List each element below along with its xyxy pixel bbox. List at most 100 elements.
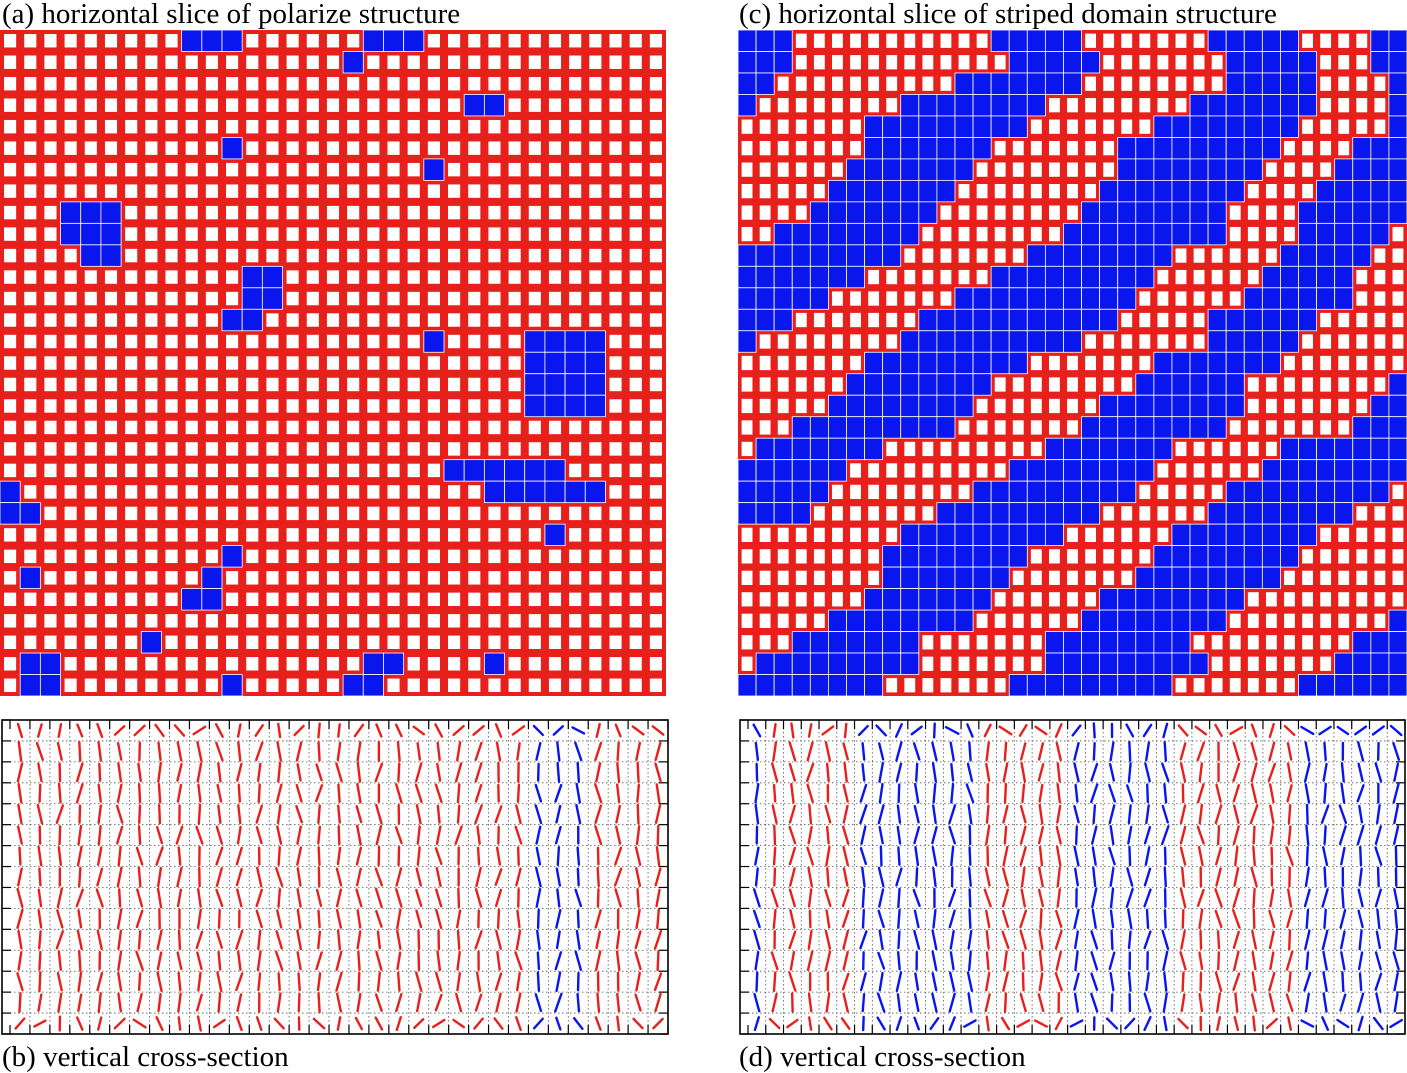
up-domain-cell bbox=[205, 506, 218, 521]
up-domain-cell bbox=[1374, 334, 1386, 349]
up-domain-cell bbox=[850, 570, 861, 585]
down-domain-cell bbox=[60, 201, 82, 224]
up-domain-cell bbox=[609, 227, 622, 241]
up-domain-cell bbox=[226, 635, 239, 649]
up-dipole bbox=[615, 950, 621, 972]
up-domain-cell bbox=[629, 313, 642, 327]
up-domain-cell bbox=[24, 399, 37, 413]
up-domain-cell bbox=[1085, 570, 1097, 585]
up-domain-cell bbox=[367, 635, 380, 649]
up-dipole bbox=[475, 971, 482, 992]
down-domain-cell bbox=[342, 674, 364, 696]
down-domain-cell bbox=[755, 674, 775, 696]
down-domain-cell bbox=[900, 158, 920, 181]
up-domain-cell bbox=[246, 571, 259, 585]
down-domain-cell bbox=[1044, 437, 1064, 461]
down-dipole bbox=[1091, 908, 1097, 929]
up-domain-cell bbox=[609, 592, 622, 607]
up-domain-cell bbox=[1284, 398, 1295, 414]
up-dipole bbox=[217, 762, 222, 783]
up-domain-cell bbox=[1030, 355, 1042, 371]
up-domain-cell bbox=[165, 184, 178, 198]
up-dipole bbox=[1038, 950, 1044, 972]
up-domain-cell bbox=[528, 506, 541, 521]
down-domain-cell bbox=[1225, 373, 1245, 396]
down-dipole bbox=[949, 951, 955, 971]
up-domain-cell bbox=[326, 506, 340, 521]
down-dipole bbox=[967, 930, 973, 950]
up-domain-cell bbox=[1374, 377, 1386, 392]
up-domain-cell bbox=[185, 377, 198, 392]
up-dipole bbox=[631, 725, 645, 736]
up-domain-cell bbox=[1320, 76, 1332, 91]
up-domain-cell bbox=[347, 528, 360, 542]
down-domain-cell bbox=[1225, 480, 1245, 504]
up-dipole bbox=[217, 804, 222, 824]
up-domain-cell bbox=[286, 528, 299, 542]
down-dipole bbox=[1110, 993, 1114, 1013]
up-dipole bbox=[656, 908, 660, 930]
up-dipole bbox=[515, 867, 522, 887]
down-domain-cell bbox=[1352, 674, 1372, 696]
up-domain-cell bbox=[488, 571, 501, 585]
up-domain-cell bbox=[795, 549, 807, 564]
up-domain-cell bbox=[832, 355, 843, 371]
up-domain-cell bbox=[44, 227, 57, 241]
up-dipole bbox=[394, 723, 403, 738]
up-domain-cell bbox=[958, 55, 970, 70]
down-domain-cell bbox=[1117, 631, 1137, 654]
up-domain-cell bbox=[629, 635, 642, 649]
up-dipole bbox=[1196, 888, 1205, 907]
up-dipole bbox=[55, 930, 65, 950]
up-domain-cell bbox=[1302, 420, 1313, 435]
up-domain-cell bbox=[1121, 527, 1133, 542]
up-dipole bbox=[37, 762, 43, 783]
up-dipole bbox=[436, 950, 442, 972]
up-domain-cell bbox=[448, 442, 461, 456]
up-domain-cell bbox=[347, 313, 360, 327]
down-domain-cell bbox=[1316, 480, 1336, 504]
up-dipole bbox=[1038, 803, 1044, 825]
up-domain-cell bbox=[1374, 527, 1386, 542]
up-domain-cell bbox=[326, 356, 340, 370]
down-dipole bbox=[1305, 908, 1310, 930]
up-dipole bbox=[276, 825, 283, 845]
up-domain-cell bbox=[813, 55, 825, 70]
up-domain-cell bbox=[367, 399, 380, 413]
up-dipole bbox=[1215, 783, 1222, 803]
up-domain-cell bbox=[741, 549, 753, 564]
up-dipole bbox=[416, 846, 421, 866]
up-domain-cell bbox=[266, 463, 279, 478]
down-dipole bbox=[1073, 741, 1080, 761]
up-dipole bbox=[652, 1017, 664, 1030]
up-domain-cell bbox=[125, 635, 138, 649]
up-domain-cell bbox=[407, 248, 420, 263]
up-domain-cell bbox=[741, 592, 753, 607]
up-domain-cell bbox=[569, 55, 582, 69]
up-dipole bbox=[35, 741, 44, 761]
up-dipole bbox=[615, 930, 621, 950]
up-domain-cell bbox=[548, 227, 562, 241]
down-domain-cell bbox=[544, 351, 566, 375]
up-domain-cell bbox=[1193, 635, 1205, 650]
down-dipole bbox=[554, 951, 563, 971]
up-domain-cell bbox=[24, 420, 37, 435]
up-dipole bbox=[157, 782, 162, 804]
up-domain-cell bbox=[306, 485, 319, 499]
up-domain-cell bbox=[1121, 549, 1133, 564]
down-dipole bbox=[1357, 909, 1364, 929]
up-domain-cell bbox=[1392, 484, 1404, 500]
up-dipole bbox=[842, 845, 849, 867]
up-domain-cell bbox=[205, 614, 218, 628]
up-domain-cell bbox=[958, 226, 970, 242]
up-domain-cell bbox=[1302, 570, 1313, 585]
up-domain-cell bbox=[64, 248, 77, 263]
up-domain-cell bbox=[367, 205, 380, 220]
up-domain-cell bbox=[922, 484, 934, 500]
down-domain-cell bbox=[1261, 287, 1281, 310]
up-dipole bbox=[515, 971, 521, 992]
up-dipole bbox=[1287, 1016, 1292, 1031]
up-domain-cell bbox=[185, 98, 198, 112]
up-dipole bbox=[985, 971, 991, 992]
up-dipole bbox=[516, 846, 520, 866]
